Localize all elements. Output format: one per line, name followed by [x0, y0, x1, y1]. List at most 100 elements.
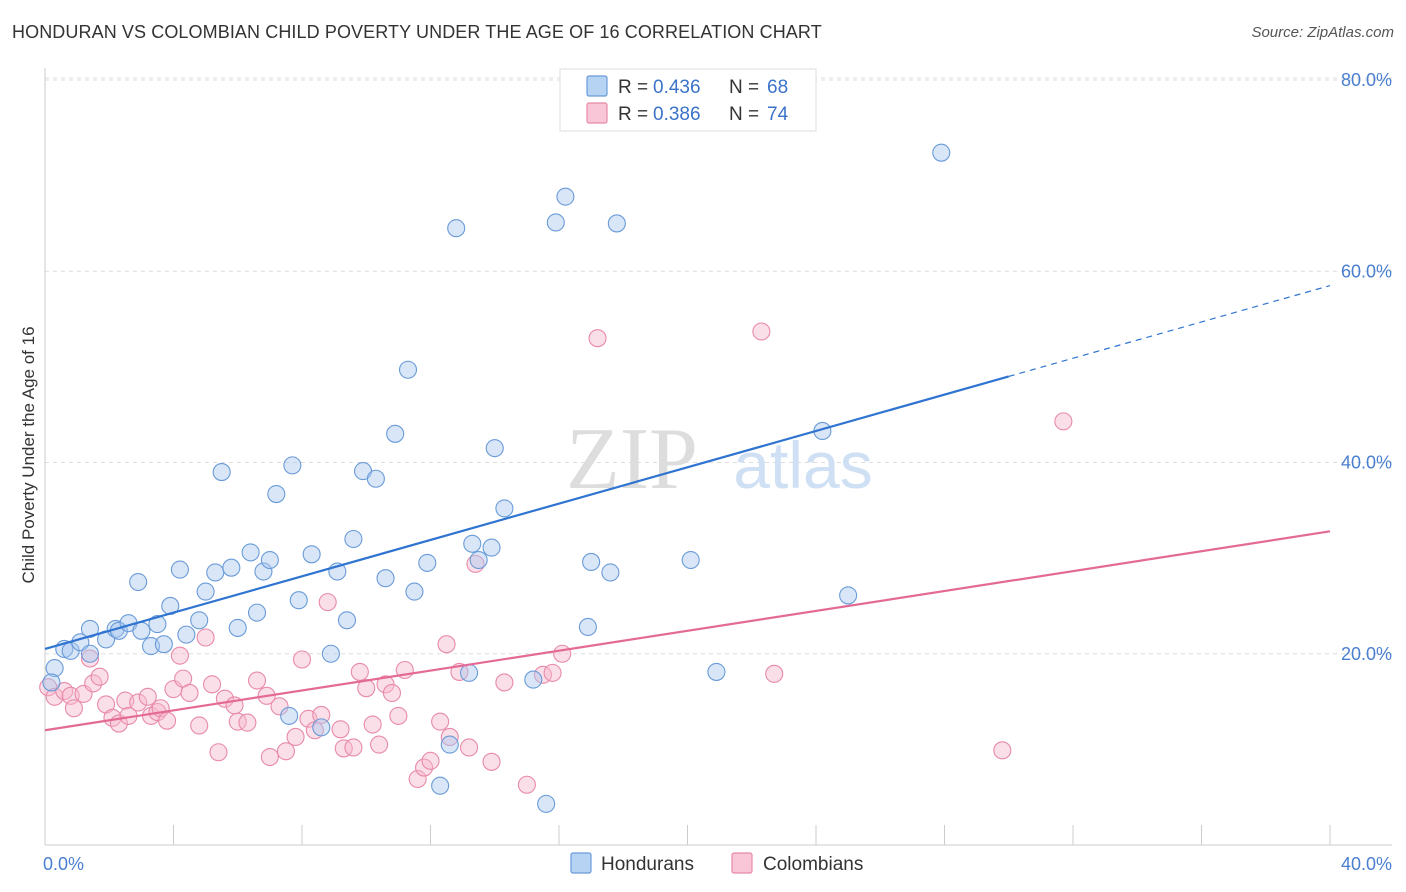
point-hondurans [839, 586, 858, 605]
point-colombians [331, 720, 350, 739]
point-colombians [228, 712, 247, 731]
point-colombians [292, 650, 312, 669]
point-colombians [421, 751, 440, 770]
point-hondurans [376, 569, 395, 588]
point-hondurans [222, 558, 241, 577]
legend-n-label-hondurans: N = [729, 77, 759, 98]
point-colombians [209, 743, 228, 762]
data-points [39, 143, 1073, 813]
point-colombians [553, 644, 572, 663]
legend-bottom: Hondurans Colombians [570, 852, 863, 875]
point-colombians [517, 775, 536, 794]
point-hondurans [707, 662, 726, 681]
point-hondurans [681, 550, 700, 570]
point-colombians [196, 628, 215, 647]
point-colombians [431, 712, 450, 731]
point-colombians [344, 738, 363, 757]
point-hondurans [485, 439, 504, 458]
point-hondurans [418, 553, 437, 572]
point-colombians [247, 671, 267, 690]
watermark: ZIP atlas [566, 411, 873, 508]
point-hondurans [267, 485, 286, 504]
point-colombians [752, 322, 771, 341]
point-hondurans [459, 663, 479, 682]
point-colombians [334, 739, 353, 758]
point-colombians [482, 752, 501, 771]
point-colombians [129, 693, 148, 712]
point-hondurans [283, 456, 302, 475]
point-colombians [260, 747, 279, 767]
y-tick-label-20: 20.0% [1341, 644, 1392, 664]
point-hondurans [280, 706, 299, 725]
point-hondurans [312, 718, 331, 737]
point-hondurans [177, 625, 196, 644]
point-hondurans [129, 572, 148, 592]
trend-line-extension-hondurans [1008, 285, 1331, 378]
legend-r-label-colombians: R = [618, 104, 648, 125]
point-colombians [270, 697, 289, 716]
point-hondurans [154, 635, 173, 654]
point-colombians [158, 711, 177, 730]
legend-n-value-hondurans: 68 [767, 77, 788, 98]
point-colombians [1054, 412, 1073, 431]
point-colombians [90, 667, 109, 686]
point-colombians [459, 738, 479, 757]
point-hondurans [431, 776, 450, 795]
point-colombians [190, 716, 209, 735]
point-colombians [180, 683, 199, 703]
point-hondurans [405, 582, 424, 601]
legend-n-label-colombians: N = [729, 104, 759, 125]
point-colombians [312, 705, 331, 725]
point-colombians [588, 329, 607, 348]
point-colombians [138, 687, 157, 706]
y-tick-label-60: 60.0% [1341, 261, 1392, 281]
point-hondurans [386, 424, 405, 443]
point-hondurans [302, 545, 321, 564]
point-hondurans [366, 469, 385, 488]
point-colombians [84, 674, 103, 693]
point-colombians [363, 715, 382, 734]
grid [45, 77, 1392, 655]
legend-r-label-hondurans: R = [618, 77, 648, 98]
point-colombians [370, 735, 389, 754]
point-hondurans [228, 618, 247, 637]
legend-bottom-swatch-hondurans [570, 852, 592, 874]
point-colombians [318, 593, 337, 612]
point-hondurans [206, 563, 225, 582]
legend-bottom-label-colombians: Colombians [763, 854, 863, 875]
point-colombians [415, 758, 434, 777]
point-hondurans [607, 214, 626, 233]
point-hondurans [578, 617, 597, 637]
point-colombians [382, 683, 402, 703]
point-hondurans [482, 538, 501, 557]
point-colombians [276, 742, 295, 761]
point-hondurans [45, 659, 64, 678]
point-hondurans [524, 670, 543, 689]
chart-source: Source: ZipAtlas.com [1251, 24, 1394, 41]
point-hondurans [247, 603, 267, 622]
legend-n-value-colombians: 74 [767, 104, 789, 125]
point-hondurans [337, 611, 357, 630]
point-colombians [993, 741, 1012, 760]
point-colombians [45, 687, 64, 706]
point-colombians [286, 727, 305, 746]
point-hondurans [537, 794, 556, 813]
point-hondurans [582, 552, 601, 572]
point-hondurans [546, 213, 565, 232]
point-hondurans [556, 187, 575, 206]
trend-line-hondurans [44, 375, 1010, 651]
point-colombians [389, 706, 408, 725]
point-hondurans [601, 563, 620, 582]
point-hondurans [469, 550, 488, 570]
y-tick-label-80: 80.0% [1341, 70, 1392, 90]
point-colombians [765, 664, 784, 683]
point-hondurans [440, 735, 459, 754]
point-hondurans [289, 591, 308, 610]
legend-top: R = 0.436 N = 68 R = 0.386 N = 74 [559, 68, 817, 132]
tick-labels: 20.0% 40.0% 60.0% 80.0% 0.0% 40.0% [43, 70, 1392, 874]
legend-r-value-colombians: 0.386 [653, 104, 701, 125]
x-tick-label-max: 40.0% [1341, 854, 1392, 874]
point-hondurans [80, 644, 100, 663]
point-colombians [350, 662, 369, 681]
